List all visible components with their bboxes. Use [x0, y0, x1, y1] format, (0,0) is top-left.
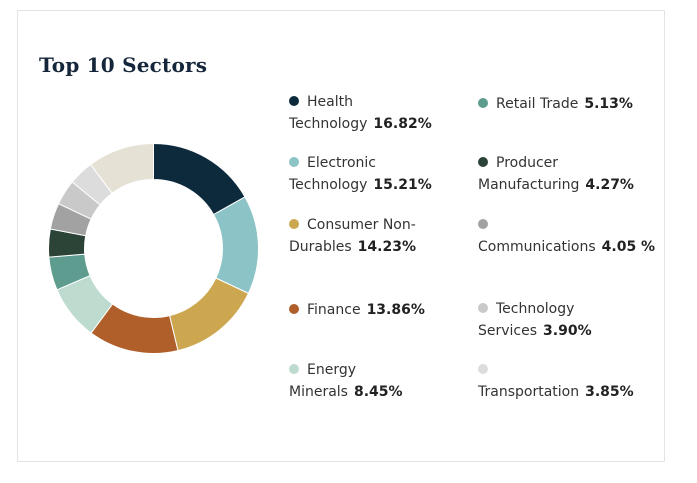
legend-value: 5.13%: [584, 96, 633, 112]
sectors-card: Top 10 Sectors Health Technology 16.82% E…: [17, 10, 665, 462]
legend-label: Technology Services: [478, 301, 575, 339]
legend-value: 13.86%: [366, 302, 425, 318]
legend-item-consumer-non-durables: Consumer Non-Durables 14.23%: [289, 214, 467, 258]
legend-label: Transportation: [478, 384, 580, 400]
legend-item-finance: Finance 13.86%: [289, 299, 467, 321]
legend-item-retail-trade: Retail Trade 5.13%: [478, 93, 656, 115]
legend-label: Consumer Non-Durables: [289, 217, 416, 255]
legend-label: Finance: [307, 302, 361, 318]
legend-swatch: [478, 157, 488, 167]
legend-swatch: [478, 303, 488, 313]
legend-value: 4.05 %: [601, 239, 656, 255]
legend-swatch: [289, 96, 299, 106]
legend-item-electronic-technology: Electronic Technology 15.21%: [289, 152, 467, 196]
legend-value: 16.82%: [373, 116, 432, 132]
donut-slice-health-technology: [153, 142, 246, 216]
legend-value: 8.45%: [353, 384, 403, 400]
legend-swatch: [289, 157, 299, 167]
legend-item-transportation: Transportation 3.85%: [478, 359, 656, 403]
legend-value: 14.23%: [357, 239, 416, 255]
donut-chart: [48, 142, 259, 354]
legend-swatch: [478, 98, 488, 108]
legend-label: Electronic Technology: [289, 155, 377, 193]
legend-item-technology-services: Technology Services 3.90%: [478, 298, 656, 342]
donut-slice-consumer-non-durables: [168, 277, 250, 352]
legend-item-communications: Communications 4.05 %: [478, 214, 656, 258]
legend-label: Producer Manufacturing: [478, 155, 580, 193]
donut-slice-other: [89, 142, 154, 194]
legend-value: 15.21%: [373, 177, 432, 193]
legend-swatch: [478, 364, 488, 374]
donut-slice-electronic-technology: [212, 196, 259, 295]
legend-value: 4.27%: [585, 177, 634, 193]
legend-label: Energy Minerals: [289, 362, 357, 400]
legend-label: Health Technology: [289, 94, 368, 132]
legend-label: Communications: [478, 239, 596, 255]
legend-value: 3.90%: [543, 323, 592, 339]
legend-item-energy-minerals: Energy Minerals 8.45%: [289, 359, 467, 403]
chart-title: Top 10 Sectors: [39, 53, 208, 77]
legend-value: 3.85%: [585, 384, 634, 400]
legend-label: Retail Trade: [496, 96, 579, 112]
legend-swatch: [289, 304, 299, 314]
legend-swatch: [289, 219, 299, 229]
legend-swatch: [289, 364, 299, 374]
legend-item-health-technology: Health Technology 16.82%: [289, 91, 467, 135]
legend-swatch: [478, 219, 488, 229]
legend-item-producer-manufacturing: Producer Manufacturing 4.27%: [478, 152, 656, 196]
